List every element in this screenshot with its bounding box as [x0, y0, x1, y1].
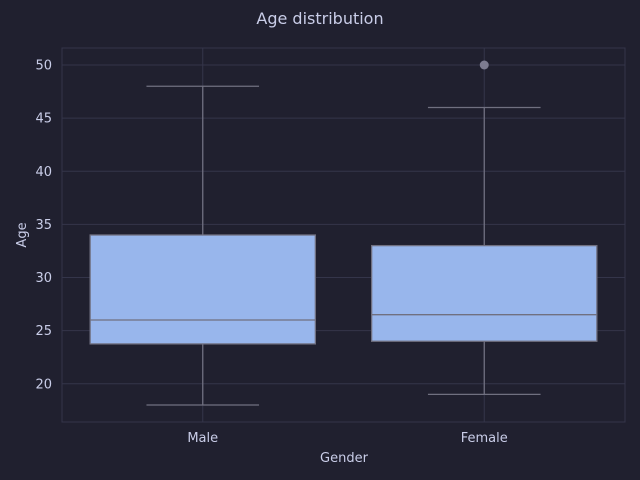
iqr-box: [89, 234, 316, 345]
y-tick-label: 30: [35, 271, 52, 286]
y-tick-label: 40: [35, 165, 52, 180]
y-tick-label: 45: [35, 112, 52, 127]
x-tick-label: Male: [187, 431, 218, 446]
box-male: [89, 85, 316, 406]
y-tick-label: 25: [35, 324, 52, 339]
plot-frame: [61, 47, 626, 423]
y-tick-labels: 20 25 30 35 40 45 50: [35, 59, 52, 393]
chart-title: Age distribution: [256, 9, 383, 28]
x-tick-labels: Male Female: [187, 431, 507, 446]
x-tick-label: Female: [461, 431, 508, 446]
box-female: [370, 60, 598, 396]
y-tick-label: 20: [35, 377, 52, 392]
y-tick-label: 50: [35, 59, 52, 74]
outlier-point: [479, 60, 489, 70]
y-axis-label: Age: [15, 222, 30, 247]
y-tick-label: 35: [35, 218, 52, 233]
box-layer: [89, 60, 598, 406]
x-axis-label: Gender: [320, 451, 369, 466]
iqr-box: [370, 244, 598, 342]
